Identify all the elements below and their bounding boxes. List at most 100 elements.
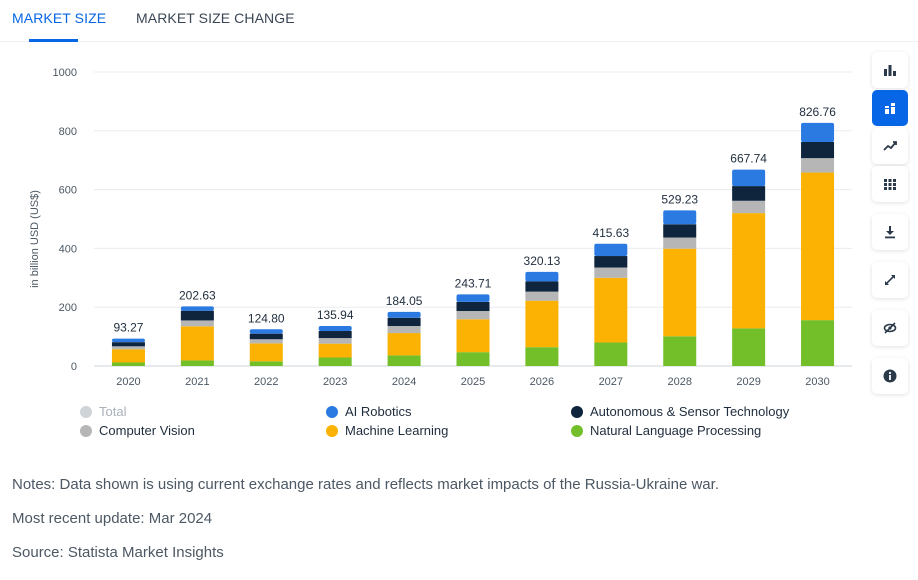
- legend-item-ai-robotics[interactable]: AI Robotics: [326, 404, 411, 419]
- bar-segment: [801, 172, 835, 321]
- x-tick-label: 2022: [254, 376, 278, 388]
- bar-segment: [594, 256, 628, 268]
- info-button[interactable]: [872, 358, 908, 394]
- hide-button[interactable]: [872, 310, 908, 346]
- bar-segment: [111, 362, 145, 366]
- legend-item-computer-vision[interactable]: Computer Vision: [80, 423, 195, 438]
- y-tick-label: 1000: [53, 67, 77, 79]
- info-icon: [883, 369, 897, 383]
- bar-segment: [111, 342, 145, 347]
- legend-label: AI Robotics: [345, 404, 412, 419]
- legend-item-total[interactable]: Total: [80, 404, 126, 419]
- bar-segment: [180, 306, 214, 311]
- bar-segment: [594, 243, 628, 257]
- y-tick-label: 600: [59, 185, 77, 197]
- bar-segment: [111, 346, 145, 350]
- legend-dot: [80, 405, 92, 418]
- bar-segment: [663, 237, 697, 249]
- bar-segment: [249, 361, 283, 366]
- bar-segment: [525, 291, 559, 301]
- total-label: 243.71: [455, 276, 492, 290]
- legend-item-machine-learning[interactable]: Machine Learning: [326, 423, 448, 438]
- total-label: 529.23: [661, 192, 698, 206]
- hide-icon: [883, 322, 897, 334]
- bar-segment: [663, 210, 697, 225]
- download-icon: [885, 226, 895, 239]
- bar-segment: [594, 267, 628, 278]
- legend-label: Total: [99, 404, 127, 419]
- stacked-bar-button[interactable]: [872, 90, 908, 126]
- trend-line-button[interactable]: [872, 128, 908, 164]
- bar-segment: [387, 311, 421, 318]
- x-tick-label: 2030: [805, 376, 829, 388]
- legend-item-autonomous-sensor[interactable]: Autonomous & Sensor Technology: [571, 404, 789, 419]
- fullscreen-button[interactable]: [872, 262, 908, 298]
- tab-bar: MARKET SIZE MARKET SIZE CHANGE: [0, 0, 918, 42]
- y-tick-label: 400: [59, 243, 77, 255]
- bar-segment: [249, 333, 283, 340]
- bar-segment: [387, 326, 421, 334]
- bar-segment: [663, 336, 697, 366]
- bar-segment: [249, 343, 283, 362]
- legend-label: Natural Language Processing: [590, 423, 762, 438]
- table-button[interactable]: [872, 166, 908, 202]
- bar-segment: [318, 326, 352, 332]
- x-tick-label: 2025: [461, 376, 485, 388]
- legend-item-nlp[interactable]: Natural Language Processing: [571, 423, 761, 438]
- source-note: Source: Statista Market Insights: [12, 544, 224, 561]
- fullscreen-icon: [885, 275, 895, 285]
- bar-segment: [249, 339, 283, 344]
- tab-market-size-change[interactable]: MARKET SIZE CHANGE: [136, 10, 295, 26]
- y-axis-label: in billion USD (US$): [29, 190, 41, 288]
- y-tick-label: 200: [59, 302, 77, 314]
- bar-segment: [318, 338, 352, 344]
- download-button[interactable]: [872, 214, 908, 250]
- bar-segment: [318, 343, 352, 358]
- total-label: 124.80: [248, 311, 285, 325]
- y-tick-label: 0: [71, 361, 77, 373]
- legend-label: Computer Vision: [99, 423, 195, 438]
- total-label: 202.63: [179, 288, 216, 302]
- legend-dot: [571, 405, 583, 418]
- tab-market-size[interactable]: MARKET SIZE: [12, 10, 107, 26]
- bar-segment: [732, 186, 766, 201]
- legend-dot: [80, 424, 92, 437]
- y-tick-label: 800: [59, 126, 77, 138]
- trend-line-icon: [883, 141, 897, 151]
- bar-segment: [180, 310, 214, 321]
- bar-segment: [801, 320, 835, 366]
- bar-segment: [318, 357, 352, 366]
- bar-segment: [318, 331, 352, 339]
- total-label: 184.05: [386, 294, 423, 308]
- bar-segment: [525, 300, 559, 348]
- bar-segment: [801, 158, 835, 173]
- bar-segment: [525, 281, 559, 292]
- bar-segment: [180, 360, 214, 366]
- bar-chart-icon: [884, 65, 896, 76]
- chart-legend: Total AI Robotics Autonomous & Sensor Te…: [0, 404, 862, 444]
- stacked-bar-chart: 0 200 400 600 800 1000 in billion USD (US$) 93.…: [29, 67, 852, 388]
- bar-segment: [180, 320, 214, 327]
- stacked-bar-icon: [885, 103, 895, 114]
- x-tick-label: 2021: [185, 376, 209, 388]
- bar-segment: [387, 355, 421, 366]
- bar-segment: [180, 326, 214, 361]
- legend-label: Machine Learning: [345, 423, 449, 438]
- bar-segment: [663, 224, 697, 238]
- x-tick-label: 2029: [736, 376, 760, 388]
- x-tick-label: 2027: [599, 376, 623, 388]
- bar-chart-button[interactable]: [872, 52, 908, 88]
- bar-segment: [456, 301, 490, 312]
- total-label: 93.27: [113, 321, 143, 335]
- total-label: 826.76: [799, 105, 836, 119]
- x-tick-label: 2023: [323, 376, 347, 388]
- bar-segment: [456, 311, 490, 320]
- bar-segment: [525, 347, 559, 366]
- x-tick-label: 2020: [116, 376, 140, 388]
- legend-dot: [326, 424, 338, 437]
- total-label: 135.94: [317, 308, 354, 322]
- bar-segment: [111, 338, 145, 343]
- bar-segment: [387, 317, 421, 327]
- chart-area: [0, 43, 862, 455]
- bar-segment: [387, 333, 421, 356]
